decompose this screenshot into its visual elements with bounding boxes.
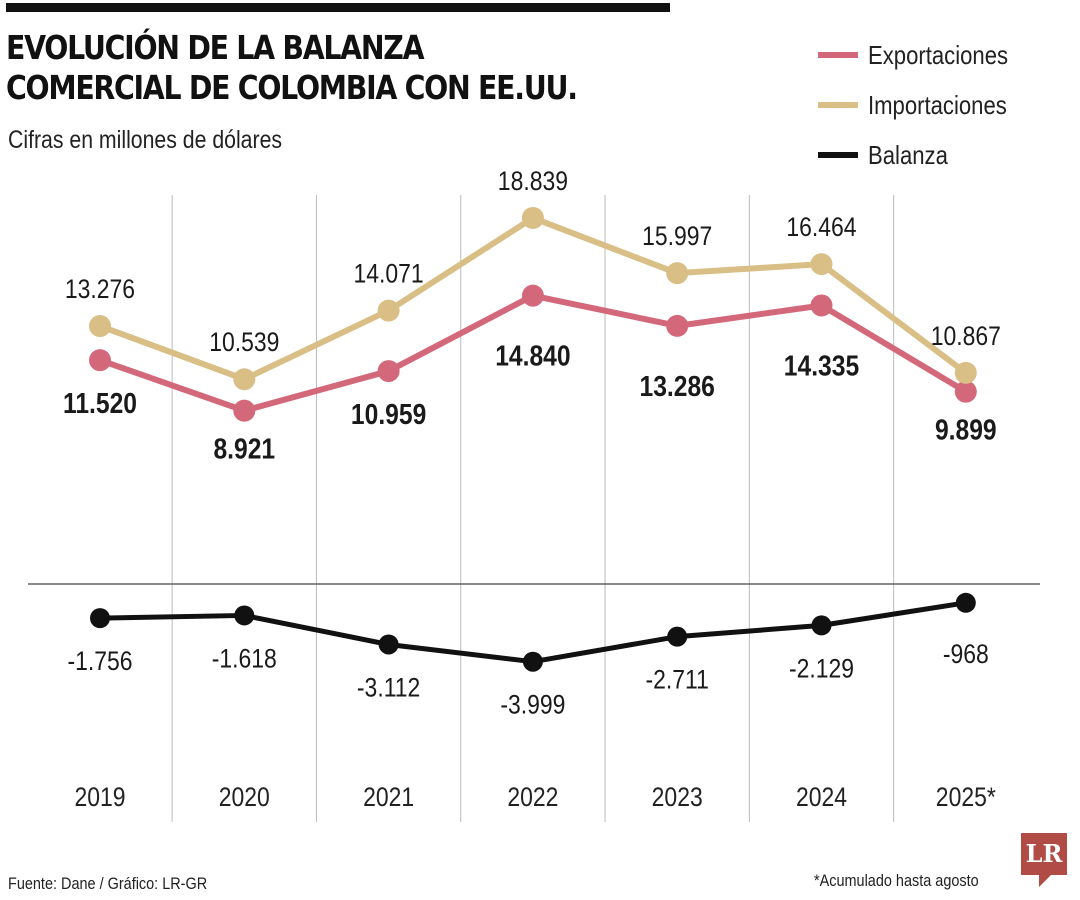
legend-swatch	[818, 102, 858, 108]
x-tick-label: 2021	[363, 782, 414, 812]
chart-title-line-1: EVOLUCIÓN DE LA BALANZA	[6, 28, 425, 67]
legend-swatch	[818, 152, 858, 158]
data-point	[233, 368, 256, 391]
source-text: Fuente: Dane / Gráfico: LR-GR	[8, 874, 208, 893]
data-label: -968	[943, 639, 989, 669]
data-point	[810, 253, 833, 276]
data-point	[666, 262, 689, 285]
data-point	[377, 360, 400, 383]
x-tick-label: 2022	[507, 782, 558, 812]
data-label: -2.129	[789, 654, 854, 684]
x-tick-label: 2024	[796, 782, 847, 812]
data-point	[954, 380, 977, 403]
legend-item-importaciones: Importaciones	[818, 80, 1033, 130]
data-label: 10.539	[209, 328, 279, 358]
legend-swatch	[818, 52, 858, 58]
x-tick-label: 2023	[652, 782, 703, 812]
data-point	[955, 592, 976, 613]
data-point	[90, 608, 110, 629]
top-rule	[6, 3, 670, 12]
chart-title: EVOLUCIÓN DE LA BALANZA COMERCIAL DE COLO…	[6, 28, 578, 108]
data-point	[810, 294, 833, 317]
legend-label: Exportaciones	[868, 39, 1009, 70]
data-point	[521, 206, 544, 229]
data-label: 18.839	[498, 166, 568, 196]
legend-label: Balanza	[868, 139, 948, 170]
data-label: -2.711	[646, 665, 709, 695]
data-label: 9.899	[935, 414, 997, 446]
data-label: 14.071	[354, 259, 424, 289]
data-point	[377, 299, 400, 322]
data-point	[954, 361, 977, 384]
data-label: 13.276	[65, 274, 135, 304]
x-tick-label: 2019	[74, 782, 125, 812]
data-point	[234, 605, 255, 626]
data-label: 10.867	[931, 321, 1001, 351]
data-label: 14.840	[495, 340, 570, 372]
legend: Exportaciones Importaciones Balanza	[818, 30, 1033, 180]
data-label: -1.618	[212, 644, 277, 674]
data-label: -3.999	[500, 690, 565, 720]
legend-label: Importaciones	[868, 89, 1007, 120]
data-point	[521, 284, 544, 307]
data-label: 13.286	[640, 370, 715, 402]
data-point	[378, 634, 399, 655]
data-point	[233, 399, 256, 422]
legend-item-balanza: Balanza	[818, 130, 1033, 180]
legend-item-exportaciones: Exportaciones	[818, 30, 1033, 80]
chart-subtitle: Cifras en millones de dólares	[8, 126, 283, 154]
x-tick-label: 2020	[219, 782, 270, 812]
data-point	[667, 626, 688, 647]
footnote: *Acumulado hasta agosto	[814, 871, 979, 890]
lr-logo: LR	[1021, 833, 1067, 887]
data-label: 8.921	[213, 433, 275, 465]
data-label: -1.756	[67, 646, 132, 676]
data-point	[666, 314, 689, 337]
data-label: 16.464	[786, 212, 856, 242]
data-point	[89, 315, 111, 338]
data-point	[89, 349, 111, 372]
data-label: -3.112	[357, 673, 420, 703]
data-label: 11.520	[63, 387, 137, 419]
chart-title-line-2: COMERCIAL DE COLOMBIA CON EE.UU.	[6, 68, 578, 107]
data-label: 15.997	[642, 221, 712, 251]
data-label: 14.335	[784, 350, 859, 382]
data-point	[811, 615, 832, 636]
data-point	[522, 651, 543, 672]
x-tick-label: 2025*	[936, 782, 996, 812]
data-label: 10.959	[351, 398, 426, 430]
